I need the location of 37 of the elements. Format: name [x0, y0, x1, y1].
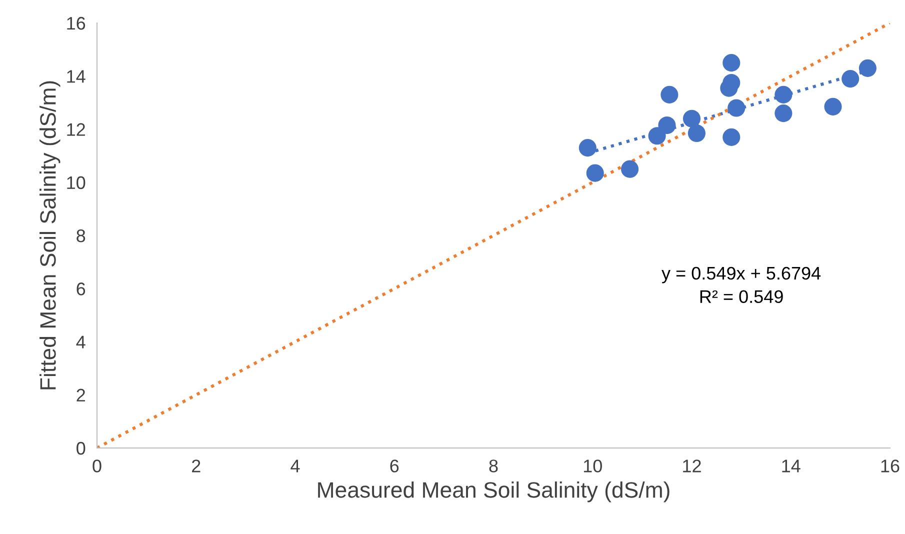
point	[858, 59, 876, 77]
point	[658, 116, 676, 134]
x-tick-label: 10	[584, 460, 602, 472]
y-tick-label: 16	[67, 16, 86, 30]
point	[842, 70, 860, 88]
x-tick-label: 16	[881, 460, 900, 472]
x-tick-label: 12	[683, 460, 701, 472]
point	[728, 99, 746, 117]
y-tick-label: 4	[76, 336, 86, 348]
point	[722, 128, 740, 146]
x-tick-label: 2	[192, 460, 200, 472]
x-tick-label: 6	[390, 460, 399, 472]
point	[824, 98, 842, 116]
y-tick-label: 0	[76, 442, 86, 455]
y-axis-title: Fitted Mean Soil Salinity (dS/m)	[40, 81, 60, 390]
y-tick-label: 12	[67, 123, 85, 136]
y-tick-label: 2	[76, 388, 85, 402]
x-tick-label: 14	[782, 460, 800, 472]
point	[682, 110, 701, 128]
point	[648, 127, 666, 145]
y-tick-label: 10	[67, 176, 86, 190]
x-tick-label: 0	[92, 460, 102, 472]
y-tick-label: 6	[76, 282, 86, 296]
point	[688, 124, 706, 142]
point	[774, 104, 792, 122]
x-tick-label: 4	[290, 460, 300, 472]
point	[722, 54, 740, 72]
x-tick-label: 8	[489, 460, 498, 472]
x-axis-title: Measured Mean Soil Salinity (dS/m)	[318, 482, 670, 502]
point	[578, 139, 596, 157]
point	[774, 86, 792, 104]
y-tick-label: 14	[67, 70, 86, 83]
annotation: y = 0.549x + 5.6794 R² = 0.549	[662, 266, 821, 304]
point	[586, 164, 604, 182]
y-tick-label: 8	[76, 229, 86, 242]
point	[660, 86, 678, 104]
point	[621, 160, 639, 178]
